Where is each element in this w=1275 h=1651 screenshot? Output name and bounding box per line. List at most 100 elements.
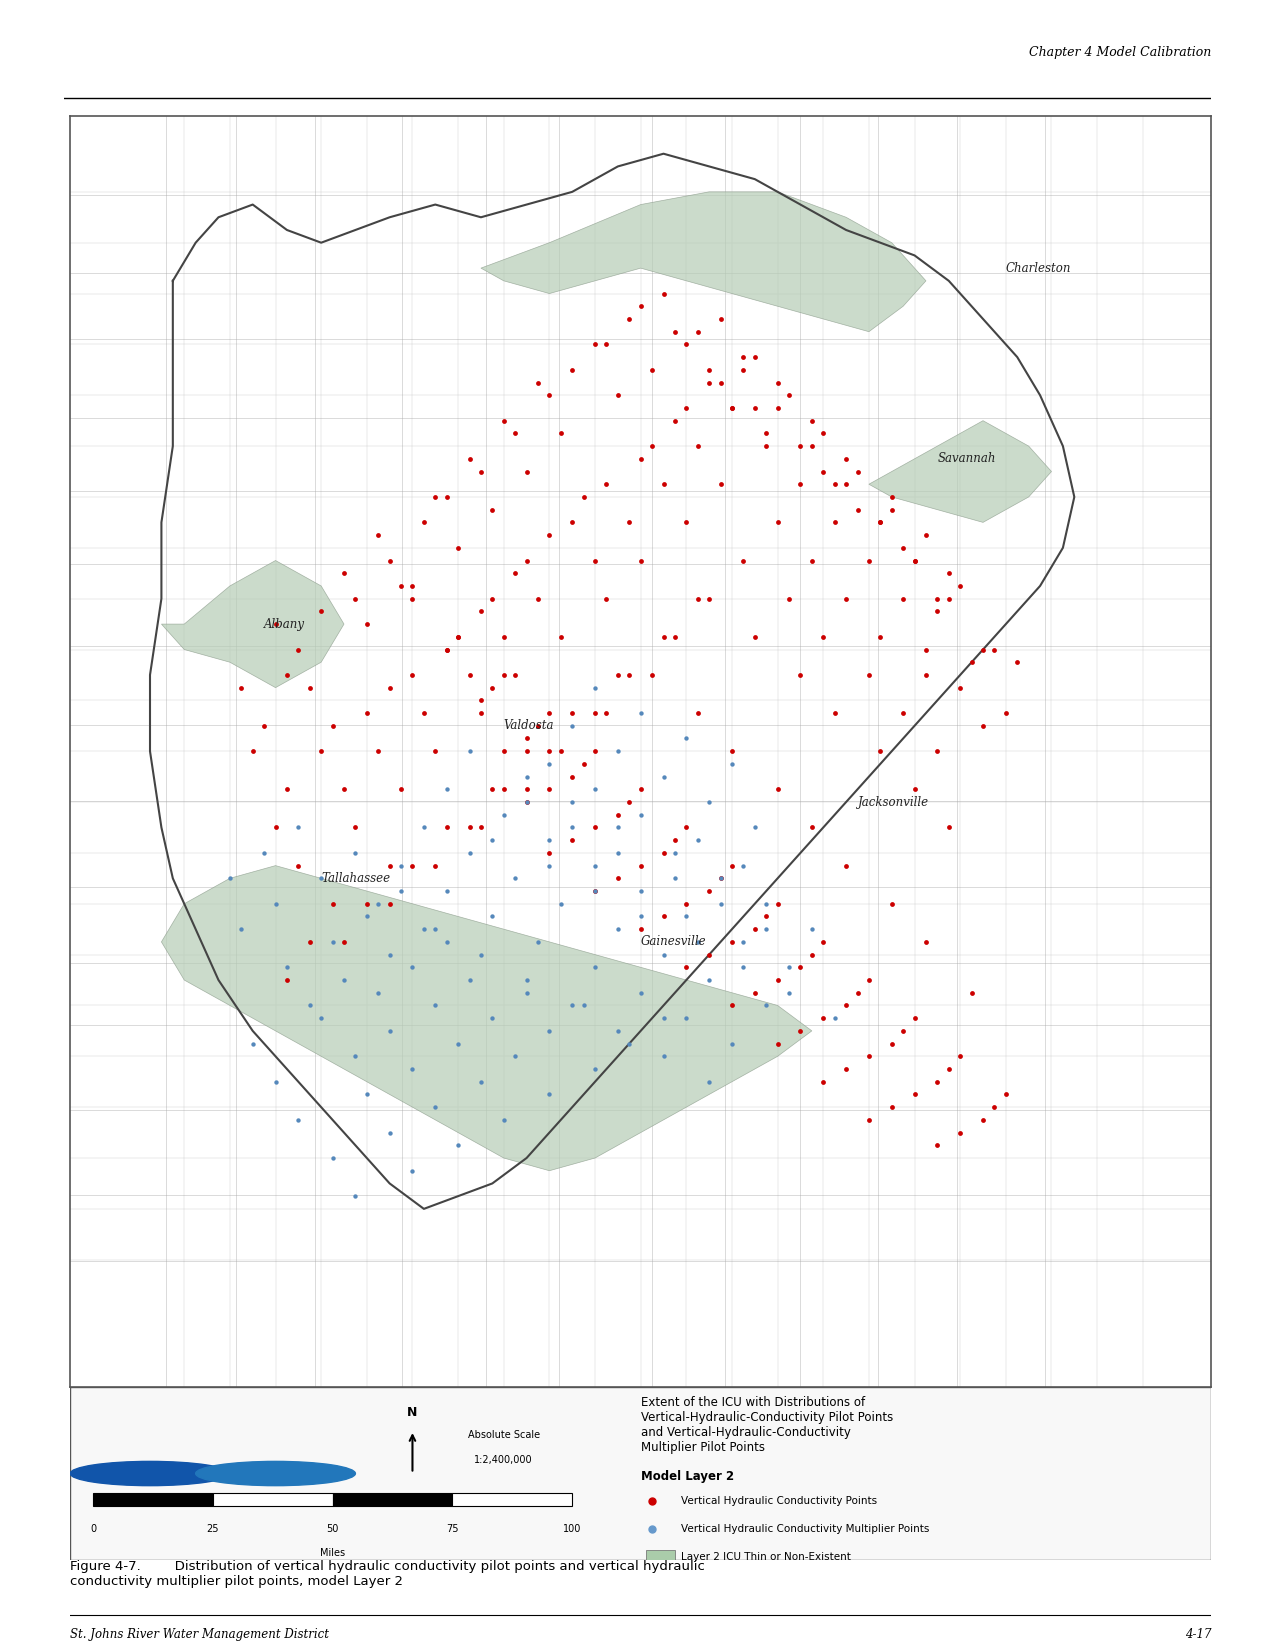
Text: Gainesville: Gainesville bbox=[640, 936, 706, 948]
Point bbox=[620, 509, 640, 535]
Point bbox=[813, 928, 834, 954]
Point bbox=[436, 814, 456, 840]
Point bbox=[516, 763, 537, 789]
Point bbox=[858, 1106, 878, 1133]
Point bbox=[745, 395, 765, 421]
Point bbox=[973, 713, 993, 740]
Point bbox=[585, 878, 606, 905]
Point bbox=[687, 586, 708, 613]
Point bbox=[562, 789, 583, 816]
Point bbox=[756, 992, 776, 1019]
Point bbox=[733, 928, 754, 954]
Bar bbox=[646, 1550, 674, 1563]
Point bbox=[231, 916, 251, 943]
Point bbox=[745, 624, 765, 650]
Point bbox=[710, 370, 731, 396]
Point bbox=[242, 738, 263, 764]
Point bbox=[436, 636, 456, 662]
Point bbox=[653, 471, 673, 497]
Point bbox=[733, 357, 754, 383]
Point bbox=[436, 776, 456, 802]
Point bbox=[357, 903, 377, 930]
Point bbox=[927, 1133, 947, 1159]
Point bbox=[516, 967, 537, 994]
Point bbox=[539, 852, 560, 878]
Point bbox=[482, 776, 502, 802]
Point bbox=[699, 878, 719, 905]
Point bbox=[470, 687, 491, 713]
Point bbox=[927, 738, 947, 764]
Text: Figure 4-7.        Distribution of vertical hydraulic conductivity pilot points : Figure 4-7. Distribution of vertical hyd… bbox=[70, 1560, 705, 1588]
Point bbox=[482, 497, 502, 523]
Point bbox=[768, 395, 788, 421]
Point bbox=[493, 776, 514, 802]
Point bbox=[288, 636, 309, 662]
Point bbox=[858, 548, 878, 575]
Point bbox=[402, 573, 422, 599]
Point bbox=[528, 713, 548, 740]
Text: 100: 100 bbox=[564, 1524, 581, 1534]
Point bbox=[881, 484, 901, 510]
Point bbox=[664, 624, 685, 650]
Point bbox=[574, 992, 594, 1019]
Point bbox=[630, 446, 650, 472]
Point bbox=[448, 1133, 468, 1159]
Point bbox=[961, 979, 982, 1005]
Point bbox=[585, 852, 606, 878]
Point bbox=[892, 586, 913, 613]
Point bbox=[505, 421, 525, 447]
Point bbox=[848, 497, 868, 523]
Point bbox=[710, 471, 731, 497]
Point bbox=[413, 700, 434, 726]
Point bbox=[687, 700, 708, 726]
Point bbox=[334, 967, 354, 994]
Point bbox=[608, 662, 629, 688]
Point bbox=[516, 789, 537, 816]
Point bbox=[380, 674, 400, 700]
Point bbox=[836, 471, 857, 497]
Point bbox=[608, 381, 629, 408]
Point bbox=[357, 890, 377, 916]
Point bbox=[881, 1095, 901, 1121]
Point bbox=[664, 408, 685, 434]
Point bbox=[904, 1005, 924, 1032]
Bar bbox=[213, 1493, 333, 1506]
Text: 25: 25 bbox=[207, 1524, 219, 1534]
Point bbox=[505, 662, 525, 688]
Point bbox=[425, 992, 445, 1019]
Point bbox=[699, 789, 719, 816]
Point bbox=[528, 586, 548, 613]
Point bbox=[585, 1057, 606, 1083]
Text: Extent of the ICU with Distributions of
Vertical-Hydraulic-Conductivity Pilot Po: Extent of the ICU with Distributions of … bbox=[640, 1395, 892, 1453]
Point bbox=[608, 865, 629, 892]
Point bbox=[836, 446, 857, 472]
Point bbox=[881, 1030, 901, 1057]
Point bbox=[436, 928, 456, 954]
Point bbox=[722, 1030, 742, 1057]
Point bbox=[539, 751, 560, 778]
Point bbox=[562, 992, 583, 1019]
Point bbox=[756, 890, 776, 916]
Point bbox=[699, 1068, 719, 1095]
Point bbox=[915, 928, 936, 954]
Point bbox=[493, 624, 514, 650]
Point bbox=[687, 928, 708, 954]
Point bbox=[516, 789, 537, 816]
Point bbox=[768, 1030, 788, 1057]
Text: Miles: Miles bbox=[320, 1549, 346, 1559]
Point bbox=[516, 548, 537, 575]
Point bbox=[813, 421, 834, 447]
Point bbox=[608, 1017, 629, 1043]
Point bbox=[630, 802, 650, 829]
Text: 75: 75 bbox=[446, 1524, 459, 1534]
Point bbox=[722, 852, 742, 878]
Point bbox=[482, 674, 502, 700]
Point bbox=[653, 903, 673, 930]
Point bbox=[722, 751, 742, 778]
Point bbox=[402, 852, 422, 878]
Point bbox=[300, 992, 320, 1019]
Point bbox=[482, 1005, 502, 1032]
Point bbox=[380, 1017, 400, 1043]
Point bbox=[984, 636, 1005, 662]
Point bbox=[357, 611, 377, 637]
